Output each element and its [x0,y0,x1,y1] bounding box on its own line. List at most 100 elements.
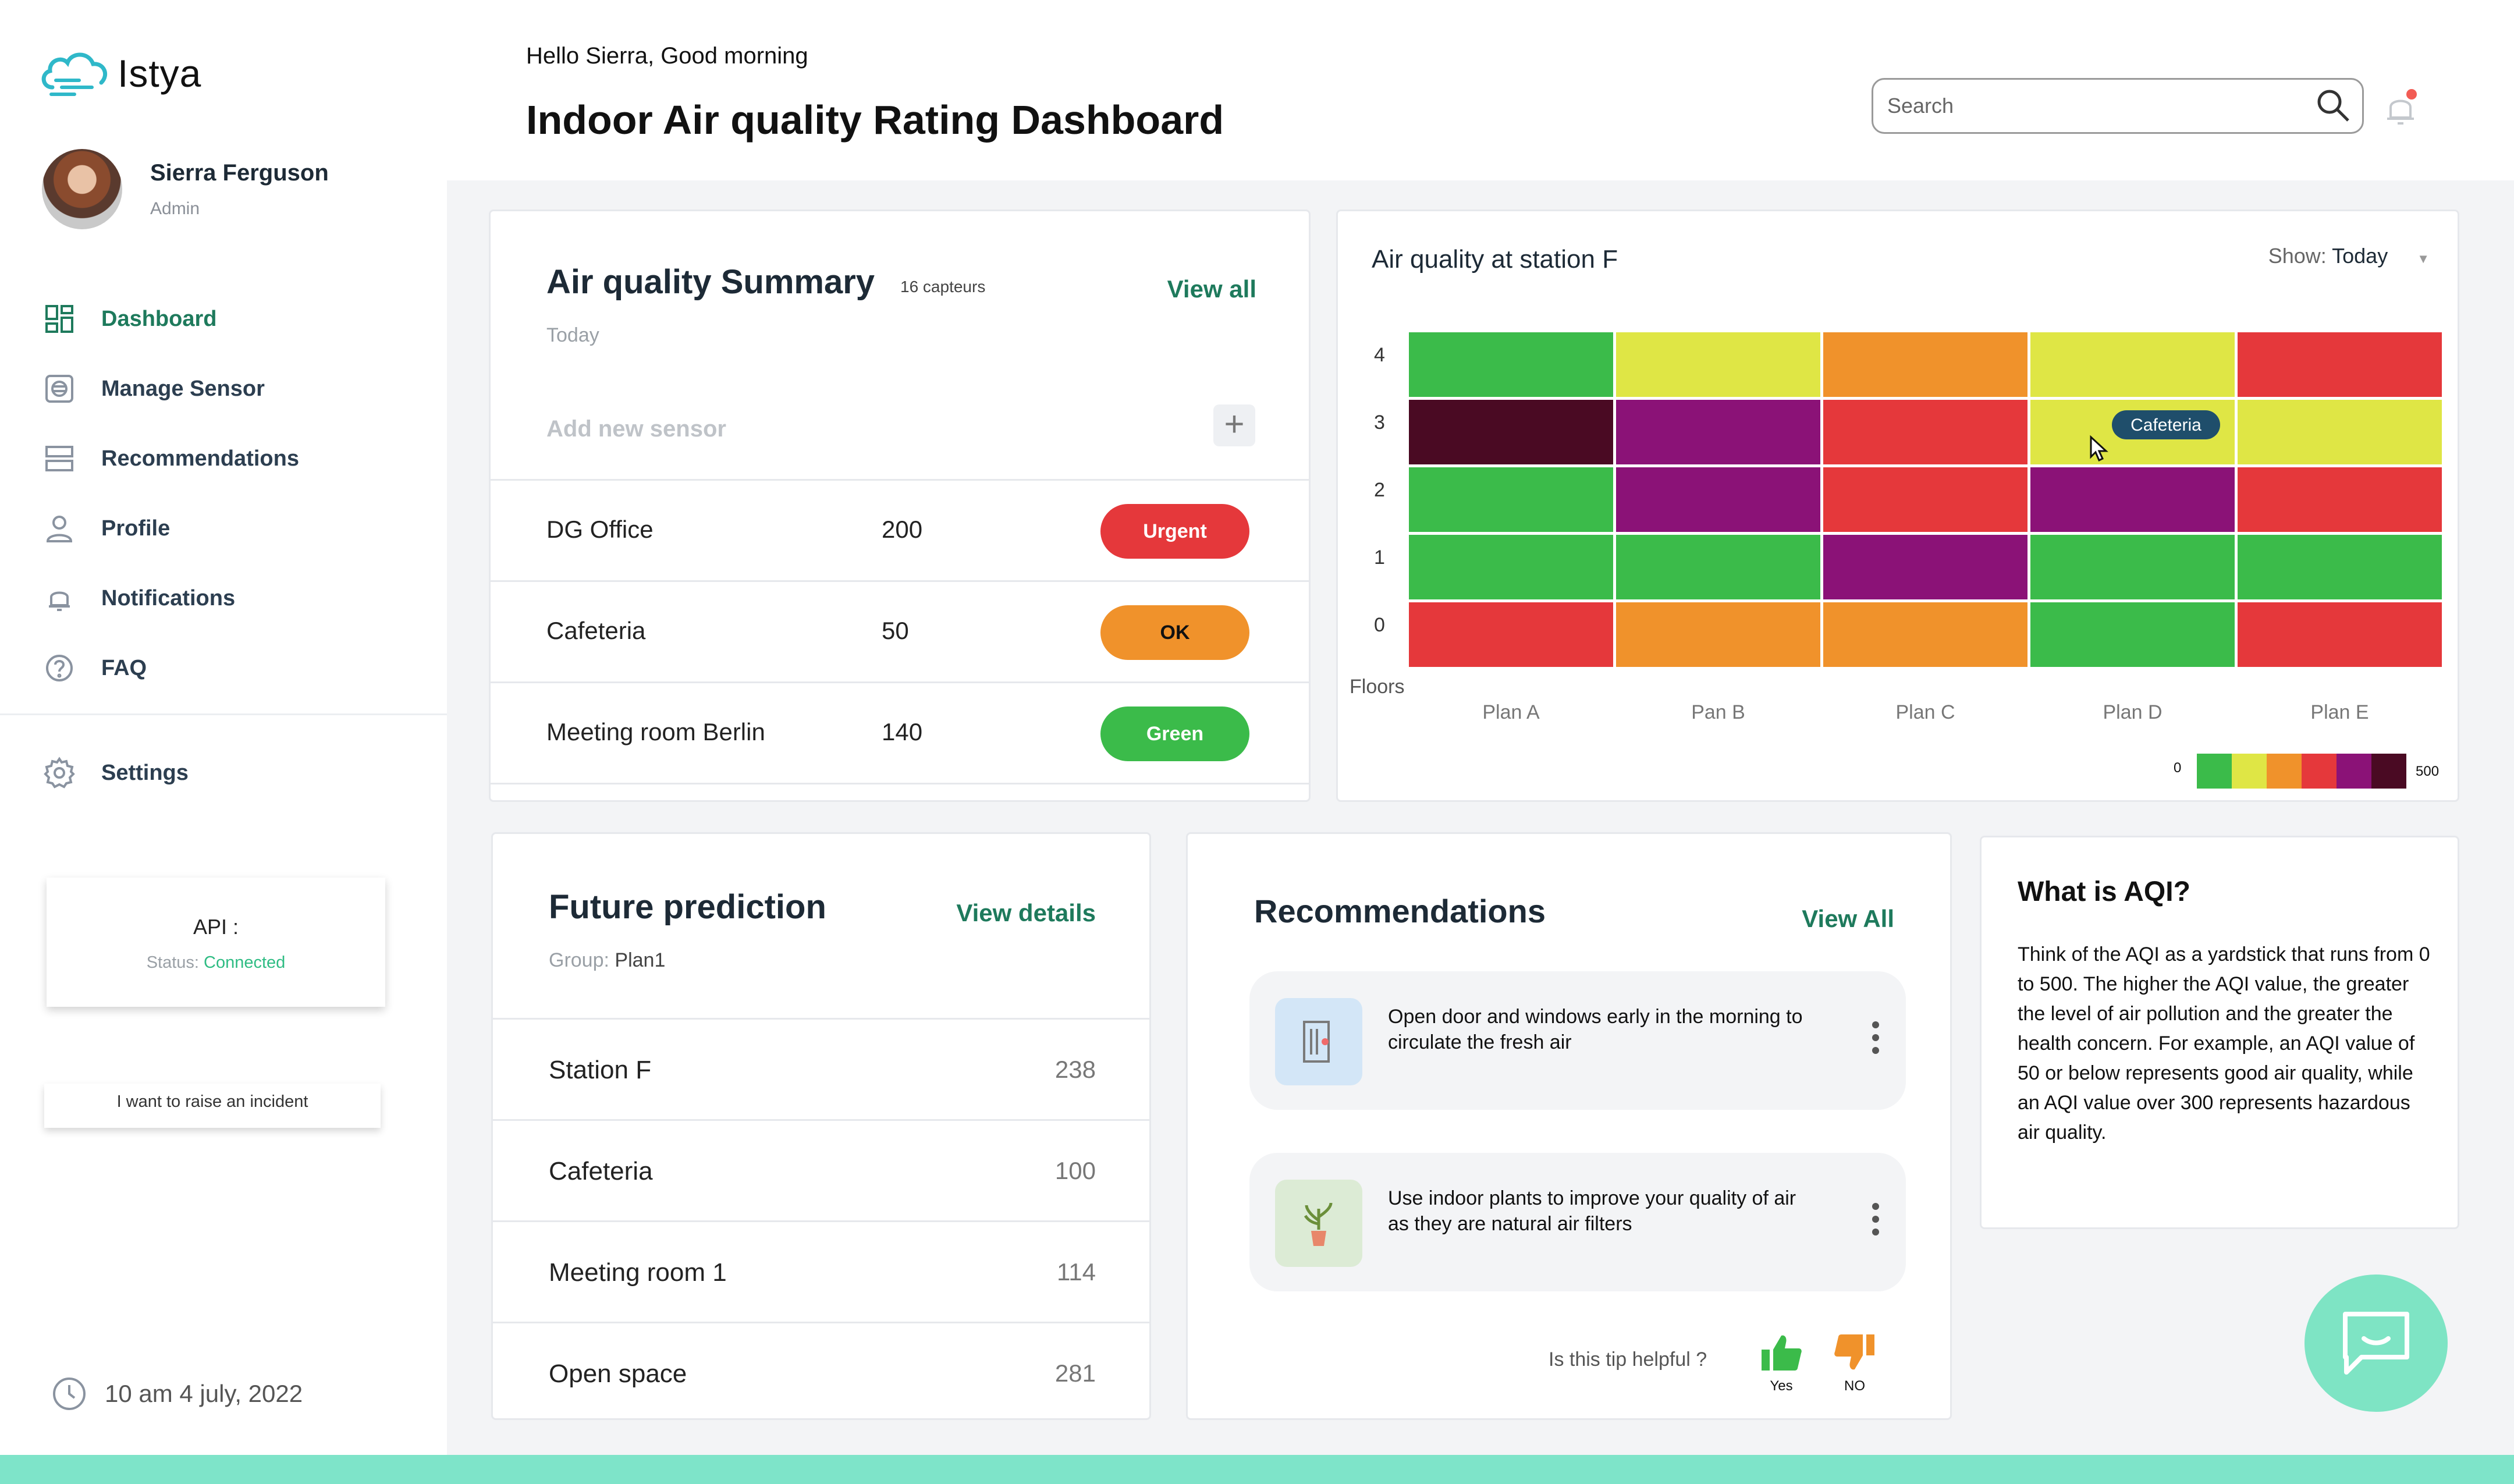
user-name: Sierra Ferguson [150,159,329,186]
more-options-icon[interactable] [1872,1203,1880,1241]
bell-icon [42,581,77,616]
datetime: 10 am 4 july, 2022 [51,1376,303,1412]
legend-swatch[interactable] [2267,754,2302,789]
heatmap-cell[interactable] [1823,467,2027,532]
heatmap-cell[interactable] [1409,400,1613,464]
heatmap-cell[interactable] [1823,602,2027,667]
app-logo[interactable]: Istya [38,44,201,102]
heatmap-cell[interactable] [1409,602,1613,667]
heatmap-cell[interactable] [1409,332,1613,397]
view-all-link[interactable]: View all [1167,275,1256,303]
view-details-link[interactable]: View details [956,899,1096,926]
heatmap-cell[interactable] [1409,535,1613,599]
predicted-value: 238 [1054,1056,1096,1083]
api-status-value: Connected [204,953,286,972]
avatar[interactable] [42,149,122,229]
tooltip-background[interactable] [2112,410,2220,439]
gear-icon [42,755,77,790]
prediction-row[interactable]: Open space 281 [493,1322,1149,1418]
raise-incident-button[interactable]: I want to raise an incident [44,1084,381,1128]
user-profile[interactable]: Sierra Ferguson Admin [42,149,329,229]
heatmap-cell[interactable] [1616,535,1820,599]
prediction-row[interactable]: Cafeteria 100 [493,1119,1149,1220]
status-badge[interactable]: Green [1100,707,1249,761]
person-icon [42,511,77,546]
heatmap-cell[interactable] [2238,332,2442,397]
show-value: Today [2332,244,2388,268]
status-badge[interactable]: Urgent [1100,504,1249,559]
summary-date: Today [546,324,599,346]
heatmap-cell[interactable] [2238,535,2442,599]
sidebar-item-settings[interactable]: Settings [42,738,189,808]
chat-button[interactable] [2304,1274,2448,1412]
prediction-row[interactable]: Station F 238 [493,1018,1149,1119]
api-status: Status: Connected [47,953,385,972]
legend-swatch[interactable] [2197,754,2232,789]
y-axis-label: Floors [1350,676,1404,698]
sidebar-item-recommendations[interactable]: Recommendations [42,424,299,494]
sidebar-item-profile[interactable]: Profile [42,494,299,563]
station-name: Meeting room 1 [549,1258,727,1287]
future-prediction-card: Future prediction View details Group: Pl… [491,832,1151,1420]
heatmap-cell[interactable] [2238,602,2442,667]
recommendation-tip[interactable]: Use indoor plants to improve your qualit… [1249,1153,1906,1291]
summary-row[interactable]: Meeting room Berlin 140 Green [491,681,1309,783]
y-tick-label: 4 [1374,344,1385,366]
search-input[interactable] [1887,94,2313,118]
sidebar-item-faq[interactable]: FAQ [42,633,299,703]
sidebar-item-notifications[interactable]: Notifications [42,563,299,633]
legend-swatch[interactable] [2232,754,2267,789]
x-tick-label: Plan A [1482,701,1540,723]
summary-row[interactable]: DG Office 200 Urgent [491,479,1309,580]
prediction-row[interactable]: Meeting room 1 114 [493,1220,1149,1322]
heatmap-cell[interactable] [1616,332,1820,397]
group-value: Plan1 [615,949,666,971]
sidebar-item-manage-sensor[interactable]: Manage Sensor [42,354,299,424]
view-all-recommendations-link[interactable]: View All [1802,905,1894,932]
show-period-dropdown[interactable]: Show: Today ▼ [2268,244,2430,268]
app-name: Istya [118,52,202,95]
search-icon[interactable] [2313,86,2354,126]
status-badge[interactable]: OK [1100,605,1249,660]
add-sensor-input[interactable]: Add new sensor [546,416,726,442]
heatmap-cell[interactable] [2030,332,2235,397]
x-tick-label: Plan C [1895,701,1955,723]
heatmap-cell[interactable] [1616,467,1820,532]
user-role: Admin [150,198,200,218]
search-box[interactable] [1872,78,2364,134]
heatmap-title: Air quality at station F [1372,245,1618,274]
more-options-icon[interactable] [1872,1021,1880,1060]
legend-swatch[interactable] [2302,754,2337,789]
recommendation-tip[interactable]: Open door and windows early in the morni… [1249,971,1906,1110]
add-sensor-button[interactable]: + [1213,404,1255,446]
heatmap-cell[interactable] [2030,535,2235,599]
heatmap-cell[interactable] [1409,467,1613,532]
heatmap-cell[interactable] [2238,400,2442,464]
thumbs-up-button[interactable]: Yes [1758,1332,1805,1394]
sensor-icon [42,371,77,406]
heatmap-cell[interactable] [1823,332,2027,397]
heatmap-cell[interactable] [1823,535,2027,599]
heatmap-cell[interactable] [1616,602,1820,667]
api-status-label: Status: [146,953,199,972]
legend-swatch[interactable] [2371,754,2406,789]
sensor-count: 16 capteurs [900,278,986,296]
summary-row[interactable]: Cafeteria 50 OK [491,580,1309,681]
heatmap-cell[interactable] [2030,602,2235,667]
sidebar-item-label: Dashboard [101,306,217,331]
legend-max-label: 500 [2416,764,2439,779]
bottom-accent-bar [0,1455,2514,1484]
notification-bell-icon[interactable] [2382,87,2421,128]
sensor-value: 140 [882,718,923,745]
future-title: Future prediction [549,888,826,926]
heatmap-cell[interactable] [2030,467,2235,532]
sensor-value: 200 [882,516,923,543]
sidebar-item-dashboard[interactable]: Dashboard [42,284,299,354]
legend-min-label: 0 [2174,760,2181,776]
heatmap-cell[interactable] [1616,400,1820,464]
heatmap-cell[interactable] [2238,467,2442,532]
heatmap-cell[interactable] [1823,400,2027,464]
legend-swatch[interactable] [2337,754,2371,789]
thumbs-down-button[interactable]: NO [1831,1332,1878,1394]
heatmap-chart[interactable]: 4 3 2 1 0 Floors Plan A Pan B Plan C Plan D Plan E… [1338,211,2461,804]
